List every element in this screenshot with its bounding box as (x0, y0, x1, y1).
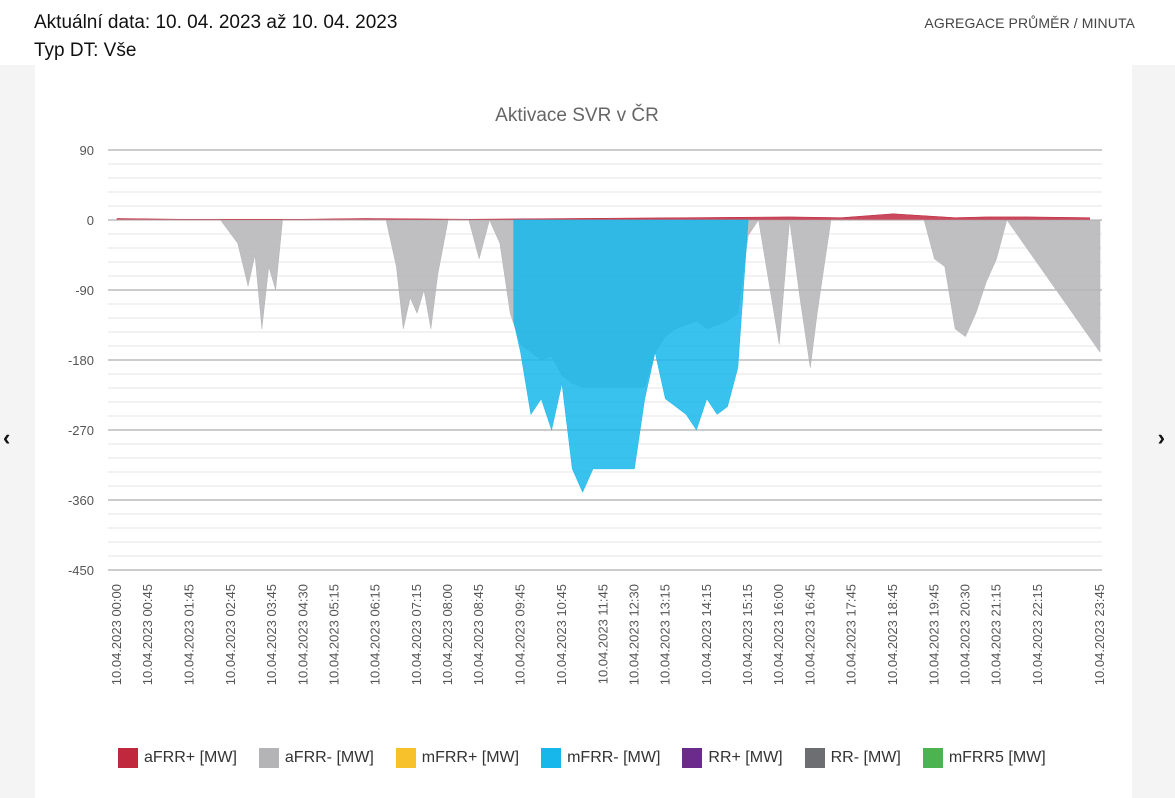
date-range-text: Aktuální data: 10. 04. 2023 až 10. 04. 2… (34, 12, 398, 33)
legend-swatch (682, 748, 703, 768)
x-tick-label: 10.04.2023 04:30 (295, 584, 310, 685)
x-tick-label: 10.04.2023 19:45 (926, 584, 941, 685)
aggregation-label[interactable]: AGREGACE PRŮMĚR / MINUTA (924, 15, 1135, 31)
y-tick-label: -270 (68, 423, 94, 438)
x-tick-label: 10.04.2023 18:45 (885, 584, 900, 685)
legend-swatch (258, 748, 279, 768)
x-tick-label: 10.04.2023 14:15 (699, 584, 714, 685)
x-tick-label: 10.04.2023 02:45 (223, 584, 238, 685)
x-tick-label: 10.04.2023 00:00 (109, 584, 124, 685)
y-tick-label: -180 (68, 353, 94, 368)
x-tick-label: 10.04.2023 23:45 (1092, 584, 1107, 685)
legend-item[interactable]: RR- [MW] (804, 748, 901, 768)
x-tick-label: 10.04.2023 12:30 (626, 584, 641, 685)
x-tick-label: 10.04.2023 22:15 (1030, 584, 1045, 685)
series-area-afrr- (116, 213, 1090, 221)
legend-item[interactable]: mFRR- [MW] (541, 748, 660, 768)
chart-legend: aFRR+ [MW] aFRR- [MW] mFRR+ [MW] mFRR- [MW]… (118, 748, 1046, 768)
y-tick-label: 90 (80, 143, 94, 158)
x-tick-label: 10.04.2023 07:15 (409, 584, 424, 685)
legend-label: RR+ [MW] (708, 749, 783, 766)
y-tick-label: -450 (68, 563, 94, 578)
right-gutter (1132, 65, 1175, 798)
legend-swatch (541, 748, 562, 768)
legend-label: RR- [MW] (830, 749, 901, 766)
legend-item[interactable]: mFRR5 [MW] (922, 748, 1046, 768)
legend-label: aFRR- [MW] (284, 749, 374, 766)
legend-swatch (395, 748, 416, 768)
left-gutter (0, 65, 35, 798)
x-tick-label: 10.04.2023 09:45 (513, 584, 528, 685)
legend-label: aFRR+ [MW] (144, 749, 237, 766)
x-tick-label: 10.04.2023 10:45 (554, 584, 569, 685)
x-tick-label: 10.04.2023 13:15 (657, 584, 672, 685)
x-tick-label: 10.04.2023 11:45 (595, 584, 610, 684)
x-tick-label: 10.04.2023 01:45 (181, 584, 196, 685)
x-tick-label: 10.04.2023 16:45 (802, 584, 817, 685)
x-tick-label: 10.04.2023 15:15 (740, 584, 755, 685)
x-tick-label: 10.04.2023 05:15 (326, 584, 341, 685)
legend-swatch (922, 748, 943, 768)
chart-title: Aktivace SVR v ČR (495, 104, 659, 126)
legend-item[interactable]: mFRR+ [MW] (395, 748, 520, 768)
dt-type-text: Typ DT: Vše (34, 40, 137, 61)
legend-item[interactable]: aFRR- [MW] (258, 748, 374, 768)
legend-label: mFRR5 [MW] (948, 749, 1046, 766)
legend-label: mFRR+ [MW] (421, 749, 520, 766)
legend-swatch (118, 748, 138, 768)
legend-item[interactable]: RR+ [MW] (682, 748, 783, 768)
x-tick-label: 10.04.2023 20:30 (957, 584, 972, 685)
x-tick-label: 10.04.2023 08:00 (440, 584, 455, 685)
x-tick-label: 10.04.2023 00:45 (140, 584, 155, 685)
chevron-left-icon[interactable]: ‹ (3, 425, 11, 450)
legend-label: mFRR- [MW] (567, 749, 661, 766)
x-tick-label: 10.04.2023 17:45 (844, 584, 859, 685)
header-info: Aktuální data: 10. 04. 2023 až 10. 04. 2… (34, 9, 397, 65)
x-tick-label: 10.04.2023 16:00 (771, 584, 786, 685)
y-tick-label: -360 (68, 493, 94, 508)
legend-swatch (804, 748, 825, 768)
x-tick-label: 10.04.2023 03:45 (264, 584, 279, 685)
legend-item[interactable]: aFRR+ [MW] (118, 748, 237, 768)
series-area-mfrr- (513, 219, 749, 493)
x-tick-label: 10.04.2023 06:15 (368, 584, 383, 685)
chevron-right-icon[interactable]: › (1157, 425, 1165, 450)
y-tick-label: -90 (75, 283, 94, 298)
y-tick-label: 0 (87, 213, 94, 228)
x-tick-label: 10.04.2023 21:15 (989, 584, 1004, 685)
x-tick-label: 10.04.2023 08:45 (471, 584, 486, 685)
